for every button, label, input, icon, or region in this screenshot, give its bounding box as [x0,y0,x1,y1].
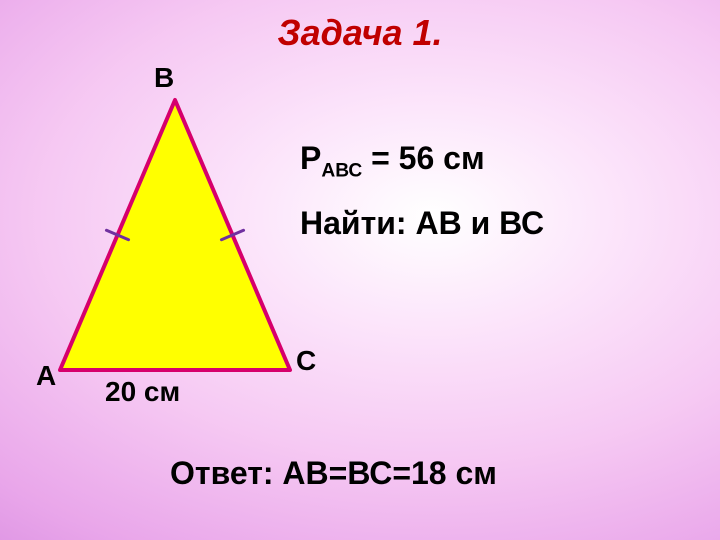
vertex-b-label: В [154,62,174,94]
vertex-a-label: А [36,360,56,392]
slide: Задача 1. А В С 20 см РАВС = 56 см Найти… [0,0,720,540]
triangle-shape [60,100,290,370]
perimeter-symbol: Р [300,140,321,176]
answer-text: Ответ: АВ=ВС=18 см [170,455,497,492]
perimeter-value: = 56 см [362,140,484,176]
find-text: Найти: АВ и ВС [300,205,544,242]
perimeter-subscript: АВС [321,160,362,181]
base-length-label: 20 см [105,376,180,408]
given-perimeter: РАВС = 56 см [300,140,485,182]
vertex-c-label: С [296,345,316,377]
